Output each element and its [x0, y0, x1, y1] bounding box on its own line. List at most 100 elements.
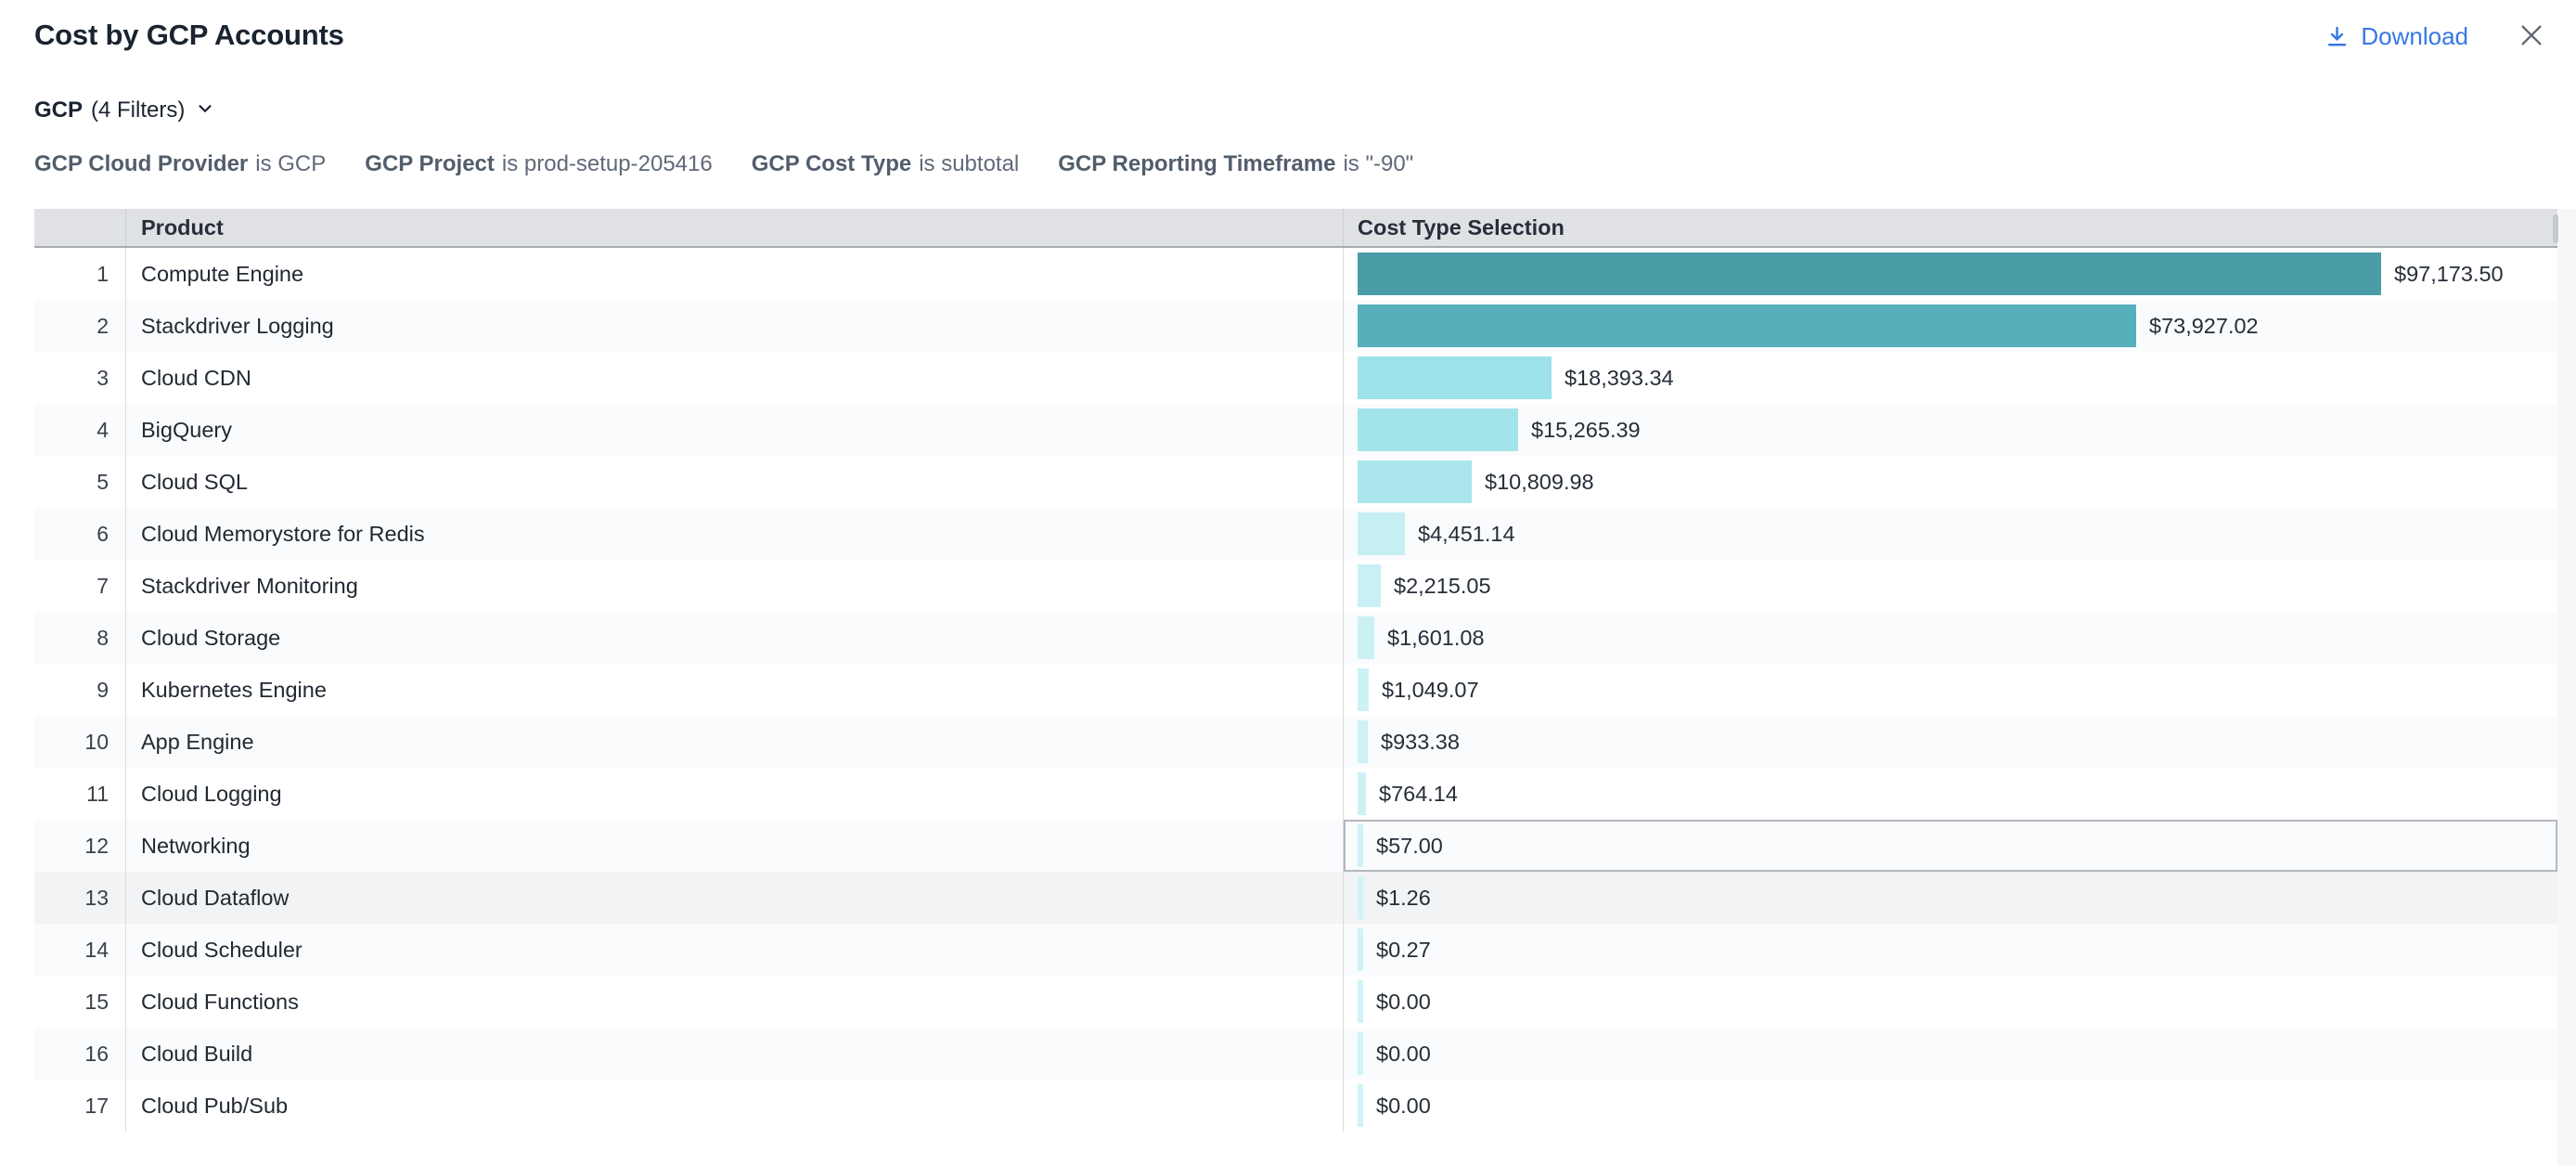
cost-bar[interactable] [1358, 616, 1374, 659]
cost-cell[interactable]: $0.00 [1343, 1080, 2557, 1132]
column-header-product[interactable]: Product [125, 209, 1343, 246]
product-cell[interactable]: Cloud Dataflow [125, 872, 1343, 924]
row-rank: 10 [84, 730, 109, 754]
product-cell[interactable]: Cloud Logging [125, 768, 1343, 820]
cost-cell[interactable]: $97,173.50 [1343, 248, 2557, 300]
cost-bar[interactable] [1358, 668, 1369, 711]
row-rank: 7 [97, 574, 109, 598]
cost-value-label: $18,393.34 [1565, 365, 1674, 390]
cost-bar[interactable] [1358, 1084, 1363, 1127]
cost-value-label: $764.14 [1379, 781, 1458, 806]
table-row: 17 Cloud Pub/Sub $0.00 [34, 1080, 2557, 1132]
product-cell[interactable]: Cloud Build [125, 1028, 1343, 1080]
cost-cell[interactable]: $15,265.39 [1343, 404, 2557, 456]
product-cell[interactable]: Cloud SQL [125, 456, 1343, 508]
row-rank: 13 [84, 886, 109, 910]
table-row: 11 Cloud Logging $764.14 [34, 768, 2557, 820]
product-cell[interactable]: Cloud Memorystore for Redis [125, 508, 1343, 560]
filter-expander[interactable]: GCP (4 Filters) [34, 96, 215, 125]
cost-cell[interactable]: $933.38 [1343, 716, 2557, 768]
table-row: 1 Compute Engine $97,173.50 [34, 248, 2557, 300]
cost-bar[interactable] [1358, 304, 2136, 347]
cost-cell[interactable]: $2,215.05 [1343, 560, 2557, 612]
cost-cell[interactable]: $1,601.08 [1343, 612, 2557, 664]
cost-cell[interactable]: $57.00 [1343, 820, 2557, 872]
product-cell[interactable]: BigQuery [125, 404, 1343, 456]
cost-cell[interactable]: $0.00 [1343, 1028, 2557, 1080]
filter-condition: is "-90" [1343, 151, 1414, 176]
chevron-down-icon [193, 96, 215, 125]
table-row: 13 Cloud Dataflow $1.26 [34, 872, 2557, 924]
cost-cell[interactable]: $1.26 [1343, 872, 2557, 924]
cost-bar[interactable] [1358, 512, 1405, 555]
cost-value-label: $0.00 [1376, 1041, 1431, 1066]
cost-value-label: $57.00 [1376, 833, 1443, 858]
table-row: 16 Cloud Build $0.00 [34, 1028, 2557, 1080]
cost-value-label: $2,215.05 [1394, 573, 1491, 598]
filter-field: GCP Project [365, 151, 495, 176]
cost-cell[interactable]: $10,809.98 [1343, 456, 2557, 508]
cost-value-label: $1.26 [1376, 885, 1431, 910]
cost-value-label: $0.00 [1376, 989, 1431, 1014]
product-cell[interactable]: Networking [125, 820, 1343, 872]
row-rank: 11 [86, 782, 109, 806]
table-row: 14 Cloud Scheduler $0.27 [34, 924, 2557, 976]
download-icon [2325, 24, 2350, 49]
cost-bar[interactable] [1358, 824, 1363, 867]
column-header-cost-type-selection[interactable]: Cost Type Selection [1343, 209, 2557, 246]
product-cell[interactable]: Cloud Pub/Sub [125, 1080, 1343, 1132]
product-cell[interactable]: Cloud CDN [125, 352, 1343, 404]
scrollbar-track [2557, 209, 2576, 1166]
cost-bar[interactable] [1358, 876, 1363, 919]
filter-condition: is subtotal [919, 151, 1020, 176]
row-rank: 5 [97, 470, 109, 494]
row-rank: 2 [97, 314, 109, 338]
cost-bar[interactable] [1358, 356, 1552, 399]
table-body: 1 Compute Engine $97,173.50 2 Stackdriver Lo… [34, 248, 2557, 1132]
row-rank: 8 [97, 626, 109, 650]
cost-cell[interactable]: $4,451.14 [1343, 508, 2557, 560]
row-rank: 12 [84, 834, 109, 858]
cost-bar[interactable] [1358, 1032, 1363, 1075]
cost-bar[interactable] [1358, 408, 1518, 451]
product-cell[interactable]: Cloud Scheduler [125, 924, 1343, 976]
close-button[interactable] [2517, 20, 2546, 53]
download-label: Download [2361, 22, 2468, 50]
cost-bar[interactable] [1358, 460, 1472, 503]
table-row: 10 App Engine $933.38 [34, 716, 2557, 768]
cost-bar[interactable] [1358, 980, 1363, 1023]
column-header-rank [34, 209, 125, 246]
row-rank: 1 [97, 262, 109, 286]
cost-value-label: $15,265.39 [1531, 417, 1641, 442]
cost-bar[interactable] [1358, 564, 1381, 607]
scrollbar-thumb[interactable] [2553, 214, 2558, 243]
product-cell[interactable]: Stackdriver Monitoring [125, 560, 1343, 612]
product-cell[interactable]: App Engine [125, 716, 1343, 768]
filter-expander-name: GCP [34, 97, 84, 123]
table-row: 15 Cloud Functions $0.00 [34, 976, 2557, 1028]
product-cell[interactable]: Cloud Storage [125, 612, 1343, 664]
cost-cell[interactable]: $0.27 [1343, 924, 2557, 976]
cost-cell[interactable]: $18,393.34 [1343, 352, 2557, 404]
cost-bar[interactable] [1358, 928, 1363, 971]
filter-condition: is prod-setup-205416 [501, 151, 713, 176]
table-row: 2 Stackdriver Logging $73,927.02 [34, 300, 2557, 352]
filter-item: GCP Cost Type is subtotal [752, 149, 1020, 179]
product-cell[interactable]: Kubernetes Engine [125, 664, 1343, 716]
cost-bar[interactable] [1358, 253, 2381, 295]
product-cell[interactable]: Cloud Functions [125, 976, 1343, 1028]
filter-condition: is GCP [255, 151, 327, 176]
cost-cell[interactable]: $0.00 [1343, 976, 2557, 1028]
product-cell[interactable]: Compute Engine [125, 248, 1343, 300]
cost-bar[interactable] [1358, 720, 1368, 763]
cost-cell[interactable]: $73,927.02 [1343, 300, 2557, 352]
filter-item: GCP Cloud Provider is GCP [34, 149, 326, 179]
cost-value-label: $0.27 [1376, 937, 1431, 962]
download-button[interactable]: Download [2325, 22, 2468, 51]
cost-cell[interactable]: $764.14 [1343, 768, 2557, 820]
product-cell[interactable]: Stackdriver Logging [125, 300, 1343, 352]
filter-conditions: GCP Cloud Provider is GCP GCP Project is… [34, 149, 1413, 179]
cost-bar[interactable] [1358, 772, 1366, 815]
cost-cell[interactable]: $1,049.07 [1343, 664, 2557, 716]
row-rank: 14 [84, 938, 109, 962]
